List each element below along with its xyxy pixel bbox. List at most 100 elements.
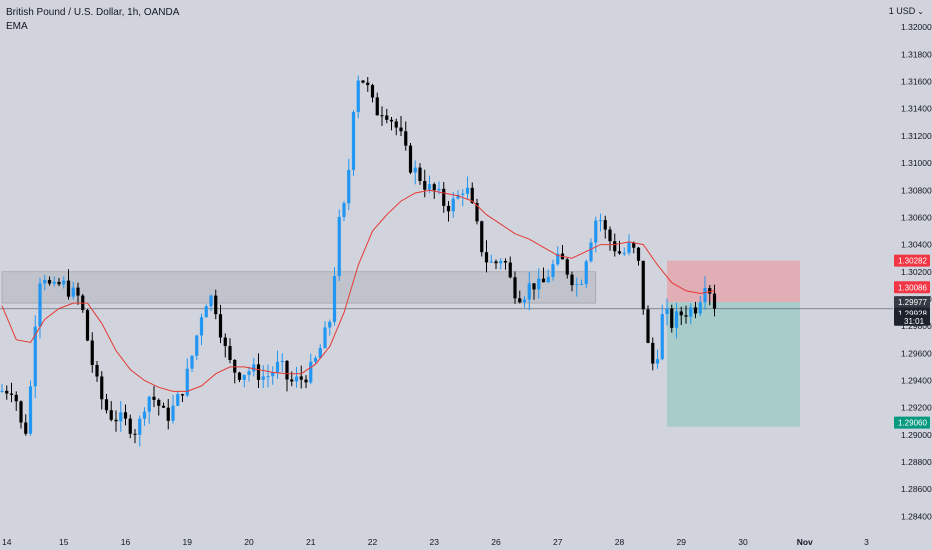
x-tick-label: 16 [121, 537, 131, 547]
candle-body [408, 145, 413, 173]
chevron-down-icon: ⌄ [917, 7, 924, 16]
candle-body [603, 220, 607, 230]
candle-body [446, 205, 451, 212]
candle-body [394, 121, 398, 128]
x-tick-label: 15 [59, 537, 69, 547]
candle-body [119, 412, 123, 422]
candle-body [280, 360, 284, 362]
entry-price-tag-bg[interactable] [894, 296, 930, 309]
candle-body [128, 418, 132, 434]
candle-body [361, 80, 365, 83]
candle-body [461, 193, 465, 195]
price-axis[interactable] [893, 0, 932, 550]
ema-line[interactable] [1, 189, 715, 392]
candle-body [24, 422, 28, 434]
candle-body [147, 396, 151, 412]
y-tick-label: 1.29000 [901, 430, 932, 440]
indicator-ema-label[interactable]: EMA [6, 21, 28, 32]
candle-body [399, 127, 403, 132]
ema-price-tag-bg[interactable] [894, 281, 930, 294]
candle-body [123, 412, 128, 419]
candle-body [494, 261, 498, 264]
y-tick-label: 1.29600 [901, 348, 932, 358]
candle-body [318, 348, 322, 358]
support-zone-rect[interactable] [1, 271, 597, 304]
x-tick-label: 19 [183, 537, 193, 547]
x-tick-label: 23 [430, 537, 440, 547]
candle-body [499, 260, 503, 264]
countdown-tag-bg [894, 314, 930, 326]
candle-body [114, 419, 118, 422]
candle-body [209, 295, 213, 307]
candle-body [133, 433, 137, 435]
y-tick-label: 1.31800 [901, 49, 932, 59]
candle-body [584, 261, 588, 284]
candle-body [556, 253, 560, 265]
target-price-tag-bg[interactable] [894, 416, 930, 429]
candle-body [432, 184, 436, 191]
candle-body [470, 187, 474, 204]
candle-body [565, 259, 569, 275]
stop-loss-zone[interactable] [667, 260, 800, 303]
candle-body [546, 276, 550, 283]
y-tick-label: 1.29400 [901, 376, 932, 386]
candle-body [423, 180, 427, 190]
candle-body [62, 280, 66, 285]
take-profit-zone[interactable] [667, 302, 800, 427]
candle-body [475, 203, 479, 222]
candle-body [670, 308, 674, 328]
candle-body [223, 337, 227, 347]
candle-body [261, 376, 265, 380]
candle-body [199, 317, 204, 336]
y-tick-label: 1.28800 [901, 457, 932, 467]
candle-body [337, 216, 341, 277]
candle-body [71, 287, 75, 297]
candle-body [33, 326, 37, 387]
y-tick-label: 1.30800 [901, 185, 932, 195]
candle-body [527, 283, 531, 300]
candle-body [451, 198, 455, 212]
chart-legend: British Pound / U.S. Dollar, 1h, OANDA E… [6, 6, 179, 34]
y-tick-label: 1.31600 [901, 77, 932, 87]
candle-body [508, 262, 512, 278]
candle-body [190, 355, 194, 369]
stop-price-tag-bg[interactable] [894, 254, 930, 267]
y-tick-label: 1.29800 [901, 321, 932, 331]
candle-body [689, 307, 693, 317]
candle-body [233, 359, 237, 373]
candle-body [404, 131, 408, 146]
candle-body [43, 279, 47, 284]
candle-body [19, 401, 23, 423]
candle-body [351, 112, 356, 170]
candle-body [299, 376, 303, 380]
candle-body [651, 342, 655, 364]
candle-body [484, 252, 489, 263]
candle-body [38, 283, 42, 327]
candle-body [152, 396, 156, 400]
symbol-title[interactable]: British Pound / U.S. Dollar, 1h, OANDA [6, 7, 180, 18]
candle-body [632, 242, 636, 248]
x-tick-label: 20 [244, 537, 254, 547]
candle-body [290, 379, 294, 382]
candle-body [176, 394, 180, 406]
candle-body [442, 188, 446, 206]
target-price-tag: 1.29060 [898, 419, 927, 428]
candle-body [537, 278, 541, 290]
candle-body [252, 364, 256, 372]
stop-price-tag: 1.30282 [898, 257, 927, 266]
x-tick-label: Nov [797, 537, 813, 547]
candle-body [214, 295, 218, 315]
x-tick-label: 3 [864, 537, 869, 547]
x-tick-label: 26 [491, 537, 501, 547]
currency-selector[interactable]: 1 USD ⌄ [889, 6, 924, 16]
candle-body [679, 311, 683, 316]
y-tick-label: 1.30200 [901, 267, 932, 277]
candle-body [161, 405, 166, 408]
x-tick-label: 21 [306, 537, 316, 547]
currency-label: 1 USD [888, 6, 916, 16]
candle-body [413, 167, 417, 173]
candle-body [242, 374, 246, 380]
candle-body [456, 194, 460, 199]
